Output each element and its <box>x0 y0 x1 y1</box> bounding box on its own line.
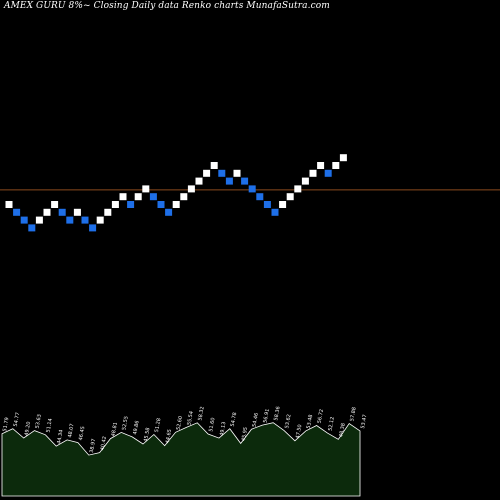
renko-brick-down <box>58 208 66 216</box>
renko-brick-down <box>13 208 21 216</box>
volume-value-label: 56.91 <box>262 408 270 423</box>
volume-value-label: 46.45 <box>78 426 86 441</box>
renko-brick-up <box>233 169 241 177</box>
volume-value-label: 53.63 <box>35 414 43 429</box>
renko-brick-up <box>279 201 287 208</box>
volume-value-label: 44.65 <box>165 429 173 444</box>
renko-brick-down <box>256 193 264 201</box>
renko-brick-up <box>339 154 347 162</box>
renko-brick-up <box>286 193 294 201</box>
renko-brick-down <box>324 169 332 177</box>
renko-brick-down <box>225 177 233 185</box>
volume-value-label: 49.13 <box>219 421 227 436</box>
volume-value-label: 49.86 <box>132 420 140 435</box>
volume-value-label: 51.28 <box>154 418 162 433</box>
volume-value-label: 38.97 <box>89 438 97 453</box>
renko-brick-up <box>301 177 309 185</box>
volume-value-label: 51.79 <box>2 417 10 432</box>
renko-brick-down <box>28 224 36 232</box>
volume-value-label: 55.54 <box>186 411 194 426</box>
volume-value-label: 45.58 <box>143 427 151 442</box>
chart-title: AMEX GURU 8%~ Closing Daily data Renko c… <box>4 1 330 11</box>
volume-area <box>1 422 361 497</box>
renko-brick-down <box>20 216 28 224</box>
renko-brick-up <box>104 208 112 216</box>
volume-value-label: 58.36 <box>273 406 281 421</box>
renko-brick-down <box>241 177 249 185</box>
renko-brick-up <box>180 193 188 201</box>
volume-value-label: 51.14 <box>45 418 53 433</box>
volume-value-label: 47.50 <box>295 424 303 439</box>
renko-brick-down <box>149 193 157 201</box>
volume-value-label: 53.48 <box>306 414 314 429</box>
volume-value-label: 49.20 <box>24 421 32 436</box>
renko-brick-up <box>294 185 302 193</box>
volume-value-label: 52.55 <box>121 416 129 431</box>
renko-brick-up <box>210 162 218 169</box>
volume-value-label: 52.60 <box>176 415 184 430</box>
volume-value-label: 54.46 <box>252 412 260 427</box>
renko-brick-up <box>119 193 127 201</box>
renko-bricks <box>5 154 347 232</box>
renko-brick-down <box>81 216 89 224</box>
renko-brick-up <box>142 185 150 193</box>
renko-brick-up <box>35 216 43 224</box>
renko-brick-down <box>271 208 279 216</box>
volume-value-label: 53.62 <box>284 414 292 429</box>
renko-brick-up <box>96 216 104 224</box>
volume-value-label: 45.95 <box>241 427 249 442</box>
volume-value-label: 54.78 <box>230 412 238 427</box>
renko-brick-up <box>332 162 340 169</box>
volume-value-label: 40.42 <box>100 436 108 451</box>
volume-value-label: 48.07 <box>67 423 75 438</box>
renko-brick-up <box>134 193 142 201</box>
renko-brick-up <box>195 177 203 185</box>
volume-value-label: 51.60 <box>208 417 216 432</box>
volume-value-label: 56.72 <box>317 409 325 424</box>
volume-value-label: 48.38 <box>338 423 346 438</box>
renko-brick-down <box>218 169 226 177</box>
renko-brick-up <box>187 185 195 193</box>
volume-value-label: 54.77 <box>13 412 21 427</box>
volume-value-label: 57.88 <box>349 407 357 422</box>
renko-brick-up <box>51 201 59 208</box>
renko-brick-up <box>73 208 81 216</box>
renko-brick-down <box>89 224 97 232</box>
renko-brick-down <box>263 201 271 208</box>
renko-brick-up <box>309 169 317 177</box>
volume-value-label: 58.32 <box>197 406 205 421</box>
volume-value-label: 44.34 <box>56 429 64 444</box>
renko-brick-up <box>317 162 325 169</box>
renko-brick-down <box>248 185 256 193</box>
volume-value-label: 48.81 <box>111 422 119 437</box>
renko-brick-up <box>111 201 119 208</box>
renko-brick-up <box>5 201 13 208</box>
renko-brick-down <box>157 201 165 208</box>
renko-brick-up <box>172 201 180 208</box>
renko-brick-down <box>165 208 173 216</box>
renko-brick-down <box>66 216 74 224</box>
renko-brick-up <box>43 208 51 216</box>
renko-brick-down <box>127 201 135 208</box>
volume-value-label: 53.47 <box>360 414 368 429</box>
renko-brick-up <box>203 169 211 177</box>
volume-value-label: 52.12 <box>328 416 336 431</box>
